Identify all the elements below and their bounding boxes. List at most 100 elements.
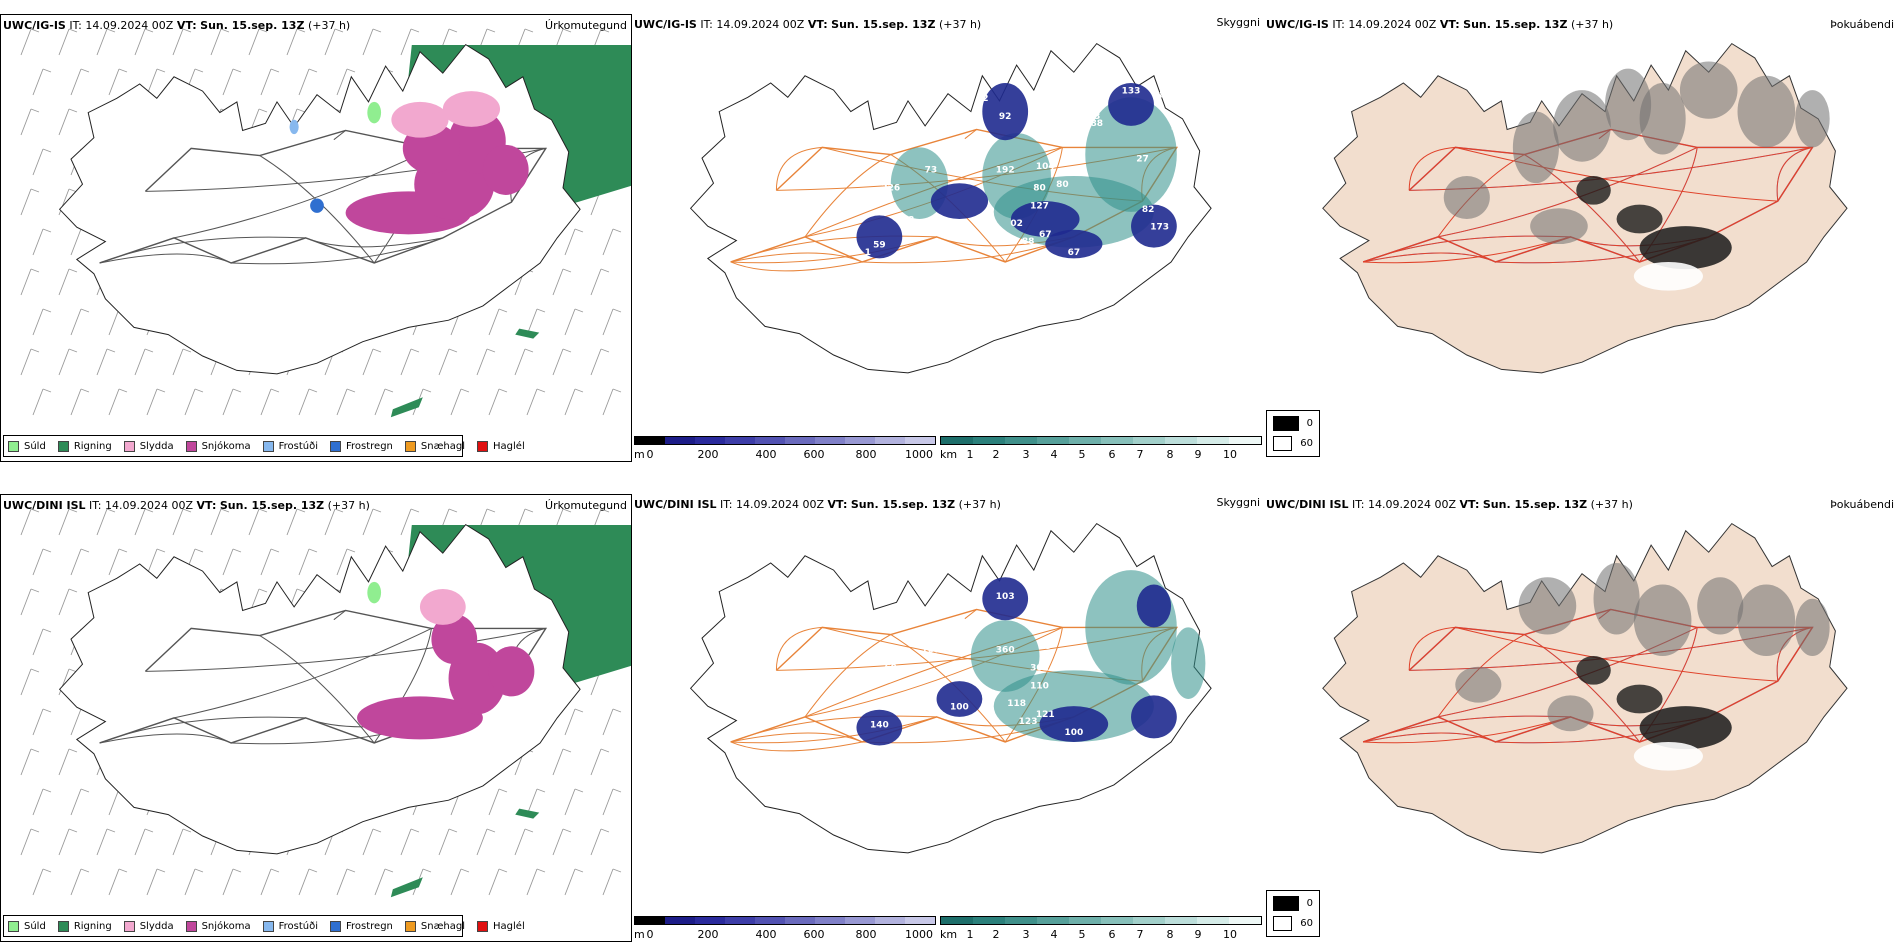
panel-header: UWC/IG-IS IT: 14.09.2024 00Z VT: Sun. 15… (1266, 18, 1614, 31)
wind-barb (590, 748, 610, 776)
wind-barb (146, 868, 166, 896)
legend-swatch (123, 920, 135, 932)
cloud-base-label: 226 (881, 183, 900, 193)
fog-area (1518, 577, 1577, 635)
road-line (99, 236, 306, 264)
wind-barb (602, 868, 622, 896)
legend-item-snjokoma: Snjókoma (185, 440, 251, 452)
wind-barb (184, 868, 204, 896)
cloud-base-label: 88 (1090, 119, 1103, 129)
clear-area (1633, 741, 1703, 771)
legend-item-slydda: Slydda (123, 440, 174, 452)
wind-barb (70, 308, 90, 336)
road-line (730, 715, 937, 743)
fog-key-item: 60 (1273, 436, 1313, 451)
low-cloud-area (1045, 229, 1103, 259)
colorbar-unit: m (634, 928, 645, 941)
wind-barb (552, 748, 572, 776)
road-line (1437, 634, 1525, 718)
precip-map-canvas (20, 28, 631, 418)
road-line (1362, 715, 1571, 743)
drizzle-area (367, 101, 382, 124)
road-line (259, 635, 375, 744)
wind-barb (108, 68, 128, 96)
wind-barb (146, 68, 166, 96)
wind-barb (20, 188, 40, 216)
fog-area (1455, 666, 1502, 703)
fog-indicator-map-bottom: UWC/DINI ISL IT: 14.09.2024 00Z VT: Sun.… (1264, 494, 1900, 942)
wind-barb (298, 868, 318, 896)
colorbar-unit: m (634, 448, 645, 461)
cloud-base-label: 140 (870, 721, 889, 731)
panel-field-name: Skyggni (1216, 16, 1260, 29)
precip-type-map-bottom: UWC/DINI ISL IT: 14.09.2024 00Z VT: Sun.… (0, 494, 632, 942)
road-line (1363, 236, 1571, 264)
precip-type-legend: Súld Rigning Slydda Snjókoma Frostúði Fr… (3, 915, 525, 937)
wind-barb (564, 708, 584, 736)
fog-indicator-map-top: UWC/IG-IS IT: 14.09.2024 00Z VT: Sun. 15… (1264, 14, 1900, 462)
road-line (173, 147, 432, 239)
wind-barb (514, 348, 534, 376)
wind-barb (590, 268, 610, 296)
low-cloud-area (1039, 706, 1109, 742)
wind-barb (32, 388, 52, 416)
wind-barb (20, 508, 40, 536)
visibility-colorbar: km 1 2 3 4 5 6 7 8 9 10 (940, 436, 1262, 462)
road-line (99, 716, 306, 744)
wind-barb (476, 348, 496, 376)
fog-area (1512, 111, 1559, 184)
cloud-base-label: 94 (1205, 130, 1218, 140)
legend-item-hagel: Haglél (477, 920, 525, 932)
wind-barb (172, 828, 192, 856)
wind-barb (602, 388, 622, 416)
wind-barb (362, 28, 382, 56)
wind-barb (362, 508, 382, 536)
low-visibility-area (970, 620, 1040, 692)
road-line (1363, 252, 1496, 263)
wind-barb (324, 28, 344, 56)
fog-area (1553, 90, 1611, 162)
cloud-base-label: 73 (925, 165, 938, 175)
cloud-base-label: 133 (1122, 87, 1141, 97)
cloud-base-label: 59 (913, 137, 926, 147)
wind-barb (146, 388, 166, 416)
precip-map-canvas (20, 508, 631, 898)
panel-header: UWC/DINI ISL IT: 14.09.2024 00Z VT: Sun.… (1266, 498, 1633, 511)
fog-key-item: 0 (1273, 416, 1313, 431)
wind-barb (488, 388, 508, 416)
wind-barb (32, 628, 52, 656)
snow-area (431, 614, 478, 665)
cloud-base-label: 123 (1019, 717, 1038, 727)
wind-barb (32, 708, 52, 736)
wind-barb (172, 28, 192, 56)
low-visibility-area (1085, 570, 1177, 685)
low-cloud-area (1108, 82, 1154, 126)
cloud-base-label: 80 (1056, 180, 1069, 190)
low-cloud-area (982, 577, 1029, 621)
wind-barb (590, 828, 610, 856)
dense-fog-area (1576, 656, 1611, 685)
fog-key-item: 0 (1273, 896, 1313, 911)
road-line (730, 252, 863, 263)
cloud-base-label: 65 (913, 617, 926, 627)
wind-barb (70, 868, 90, 896)
wind-barb (438, 828, 458, 856)
legend-item-snjokoma: Snjókoma (185, 920, 251, 932)
cloud-base-label: 80 (1033, 183, 1046, 193)
cloud-base-colorbar: m 0 200 400 600 800 1000 (634, 436, 936, 462)
wind-barb (32, 148, 52, 176)
fog-map-canvas (1322, 42, 1848, 374)
legend-item-sudl: Súld (8, 440, 46, 452)
legend-swatch (330, 440, 341, 452)
cloud-base-label: 301 (1030, 663, 1049, 673)
wind-barb (134, 828, 154, 856)
low-cloud-area (982, 82, 1029, 141)
legend-swatch (330, 920, 341, 932)
legend-item-frostregn: Frostregn (330, 440, 393, 452)
rain-area (390, 397, 423, 418)
fog-area (1795, 598, 1830, 657)
colorbar-gradient (634, 916, 936, 925)
legend-swatch (262, 920, 274, 932)
wind-barb (590, 348, 610, 376)
colorbar-gradient (940, 436, 1262, 445)
